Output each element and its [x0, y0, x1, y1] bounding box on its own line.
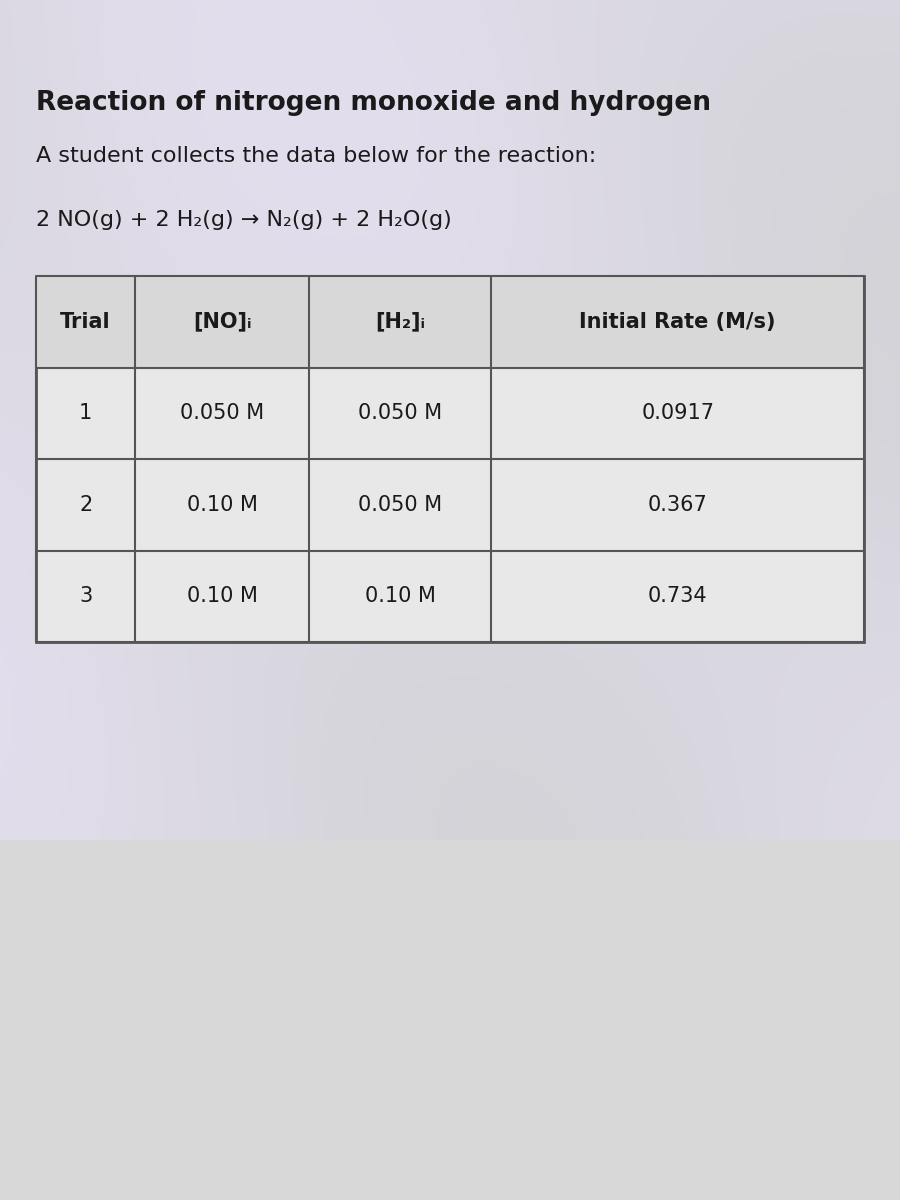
Text: 3: 3: [79, 587, 93, 606]
Text: 0.734: 0.734: [648, 587, 707, 606]
Text: 0.050 M: 0.050 M: [358, 403, 443, 424]
Text: Reaction of nitrogen monoxide and hydrogen: Reaction of nitrogen monoxide and hydrog…: [36, 90, 711, 116]
Text: Trial: Trial: [60, 312, 111, 331]
Text: 0.367: 0.367: [648, 494, 707, 515]
Text: 1: 1: [79, 403, 93, 424]
Text: 0.050 M: 0.050 M: [180, 403, 265, 424]
Text: 0.050 M: 0.050 M: [358, 494, 443, 515]
Text: 2: 2: [79, 494, 93, 515]
Text: [NO]ᵢ: [NO]ᵢ: [193, 312, 251, 331]
Text: 0.10 M: 0.10 M: [364, 587, 436, 606]
Bar: [36, 276, 864, 642]
Text: 0.10 M: 0.10 M: [187, 587, 257, 606]
Bar: [36, 276, 864, 367]
Text: 2 NO(g) + 2 H₂(g) → N₂(g) + 2 H₂O(g): 2 NO(g) + 2 H₂(g) → N₂(g) + 2 H₂O(g): [36, 210, 452, 230]
Text: A student collects the data below for the reaction:: A student collects the data below for th…: [36, 146, 596, 167]
Text: 0.0917: 0.0917: [641, 403, 715, 424]
Text: Initial Rate (M/s): Initial Rate (M/s): [580, 312, 776, 331]
Text: 0.10 M: 0.10 M: [187, 494, 257, 515]
Text: [H₂]ᵢ: [H₂]ᵢ: [375, 312, 426, 331]
